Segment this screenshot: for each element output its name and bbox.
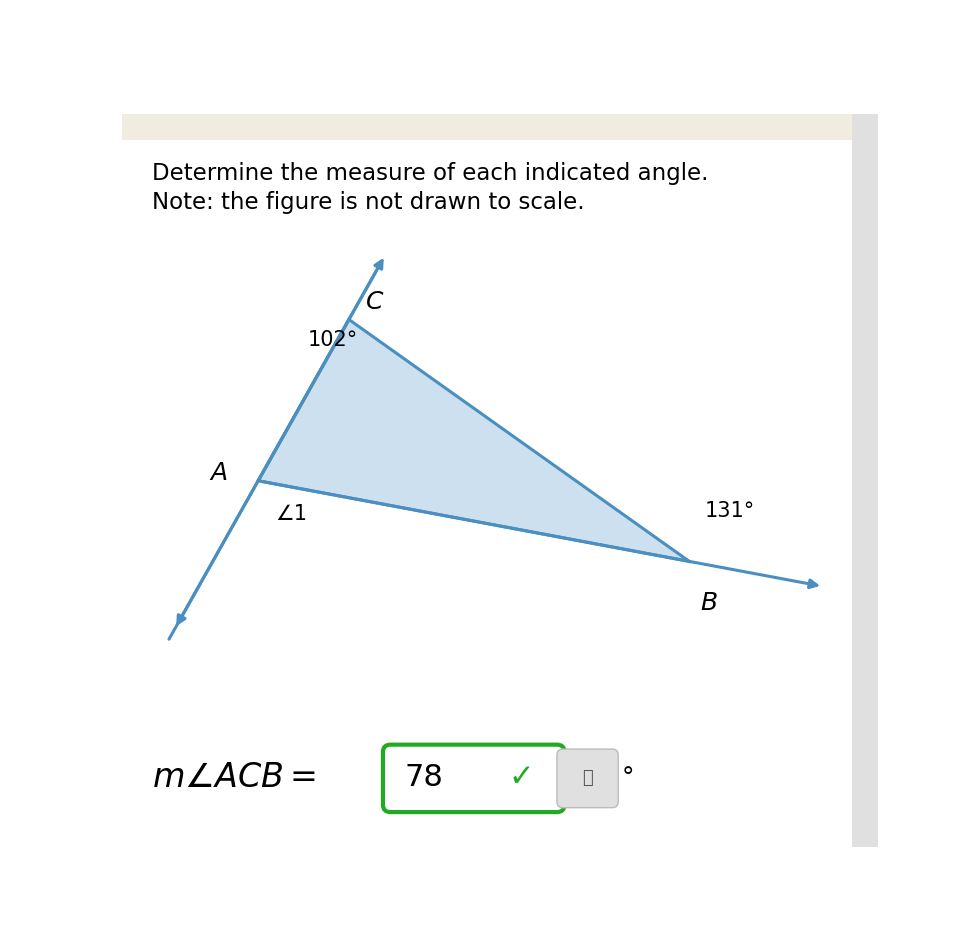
FancyBboxPatch shape [383,744,564,812]
Text: 102°: 102° [307,330,357,350]
Text: ✓: ✓ [508,764,534,792]
Bar [852,114,878,847]
Text: Note: the figure is not drawn to scale.: Note: the figure is not drawn to scale. [152,191,585,214]
Polygon shape [258,320,689,562]
FancyBboxPatch shape [557,749,618,807]
Text: ∠1: ∠1 [275,505,306,525]
Text: 131°: 131° [705,501,754,521]
Text: Determine the measure of each indicated angle.: Determine the measure of each indicated … [152,162,709,185]
Text: 78: 78 [404,764,443,792]
Bar [122,114,878,140]
Text: 🔑: 🔑 [583,768,593,786]
Text: $m\angle ACB =$: $m\angle ACB =$ [152,762,316,794]
Text: A: A [211,462,227,486]
Text: B: B [701,590,717,615]
Text: C: C [366,289,383,313]
Text: °: ° [621,765,633,789]
